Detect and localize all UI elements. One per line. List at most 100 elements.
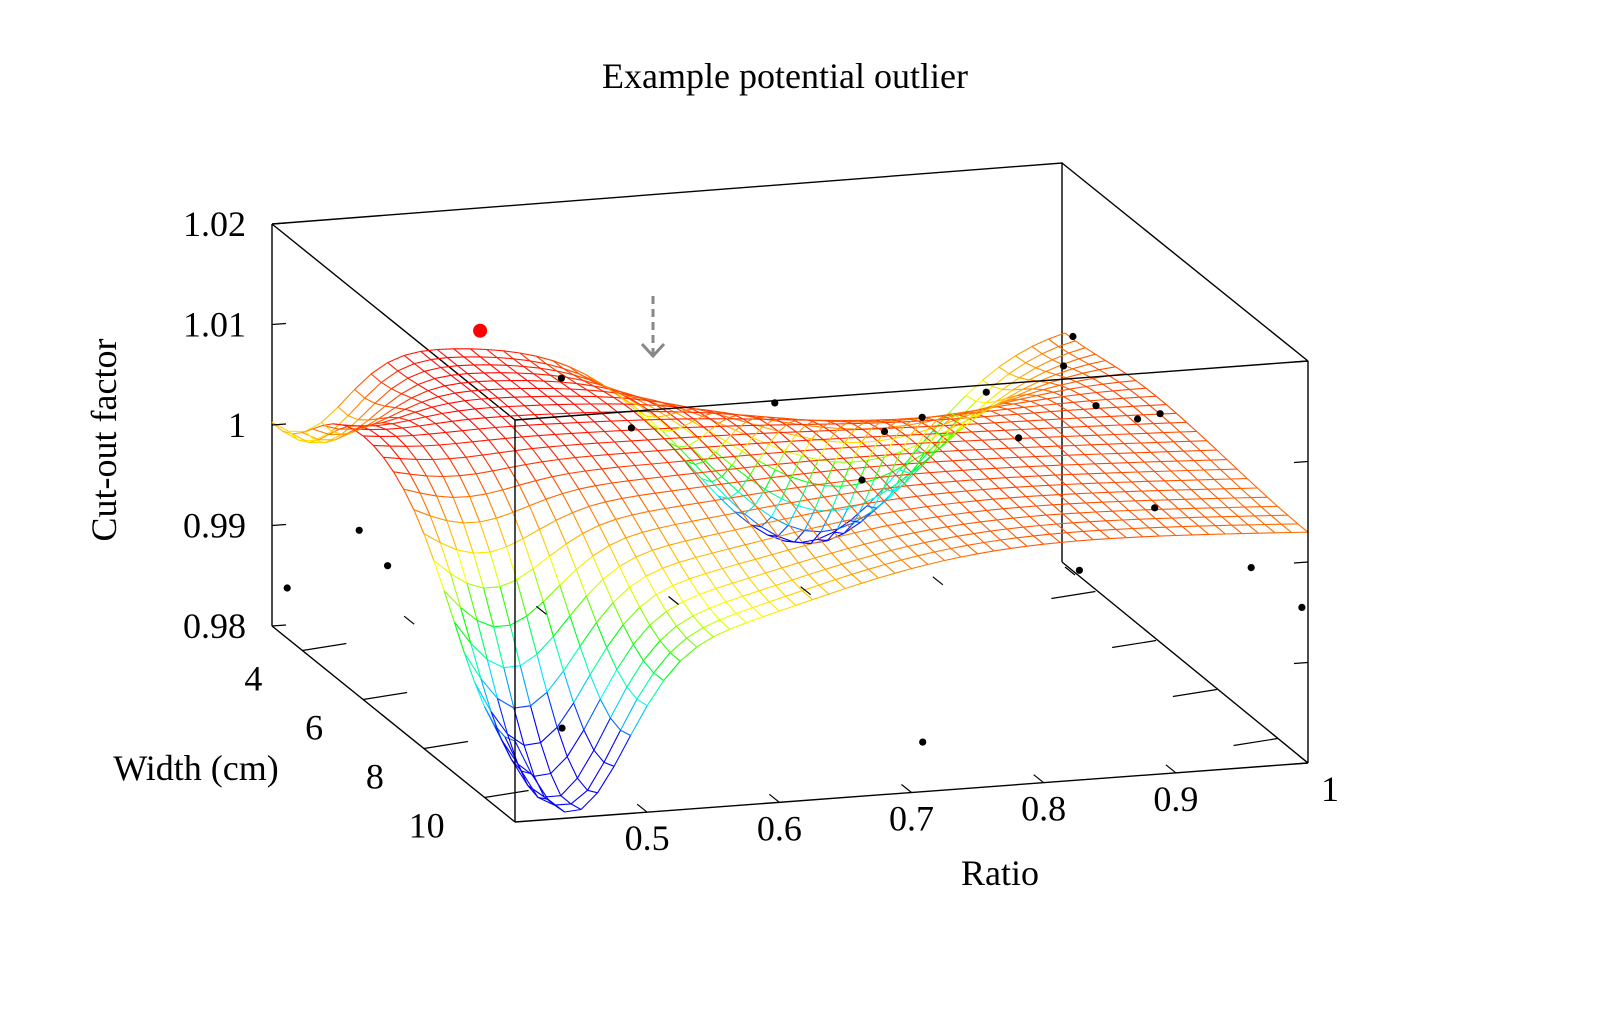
surface-line bbox=[1028, 465, 1046, 468]
surface-line bbox=[626, 660, 644, 688]
surface-line bbox=[767, 534, 778, 537]
surface-line bbox=[1071, 473, 1083, 485]
surface-line bbox=[673, 449, 685, 462]
y-tick-label: 10 bbox=[409, 806, 445, 846]
surface-line bbox=[459, 475, 471, 497]
surface-line bbox=[898, 418, 909, 421]
surface-line bbox=[522, 528, 540, 540]
x-axis-label: Ratio bbox=[961, 853, 1039, 893]
surface-line bbox=[575, 455, 592, 459]
surface-line bbox=[745, 540, 762, 546]
surface-line bbox=[379, 436, 391, 447]
surface-line bbox=[1109, 537, 1127, 540]
surface-line bbox=[1034, 456, 1046, 467]
surface-line bbox=[767, 451, 784, 455]
surface-line bbox=[1075, 381, 1087, 387]
surface-line bbox=[714, 500, 726, 516]
surface-line bbox=[692, 415, 703, 422]
surface-line bbox=[1109, 415, 1121, 426]
surface-line bbox=[1045, 363, 1063, 373]
surface-line bbox=[555, 520, 567, 545]
surface-line bbox=[702, 619, 720, 629]
surface-line bbox=[383, 456, 400, 460]
surface-line bbox=[883, 488, 894, 493]
surface-line bbox=[430, 359, 442, 368]
surface-line bbox=[1115, 366, 1127, 374]
surface-line bbox=[1122, 518, 1140, 521]
surface-line bbox=[747, 494, 759, 510]
surface-line bbox=[1141, 490, 1153, 501]
surface-line bbox=[1102, 500, 1119, 503]
surface-line bbox=[704, 451, 716, 462]
surface-line bbox=[1136, 423, 1148, 434]
surface-line bbox=[435, 420, 453, 425]
surface-line bbox=[657, 448, 675, 452]
surface-line bbox=[565, 443, 582, 447]
surface-line bbox=[649, 404, 660, 407]
surface-line bbox=[710, 471, 722, 485]
surface-line bbox=[746, 432, 764, 435]
surface-line bbox=[977, 550, 995, 555]
surface-line bbox=[603, 729, 621, 763]
surface-line bbox=[986, 508, 1004, 511]
surface-line bbox=[826, 528, 838, 542]
surface-line bbox=[412, 433, 430, 437]
surface-line bbox=[785, 590, 803, 597]
surface-line bbox=[606, 624, 624, 648]
data-point bbox=[627, 424, 636, 432]
surface-line bbox=[1088, 359, 1106, 365]
surface-line bbox=[813, 485, 826, 511]
surface-line bbox=[508, 467, 520, 486]
surface-line bbox=[1010, 545, 1028, 549]
surface-line bbox=[1186, 421, 1197, 432]
surface-line bbox=[1134, 451, 1151, 454]
surface-line bbox=[1078, 358, 1090, 365]
surface-line bbox=[734, 511, 745, 515]
surface-line bbox=[758, 444, 770, 462]
surface-line bbox=[702, 627, 714, 638]
surface-line bbox=[381, 381, 392, 390]
data-point bbox=[919, 738, 927, 746]
surface-line bbox=[738, 563, 750, 579]
surface-line bbox=[758, 584, 776, 592]
surface-line bbox=[942, 451, 953, 462]
surface-line bbox=[721, 476, 739, 493]
surface-line bbox=[984, 416, 995, 424]
surface-line bbox=[1016, 394, 1027, 397]
surface-line bbox=[1051, 359, 1063, 365]
surface-line bbox=[949, 395, 967, 413]
surface-line bbox=[744, 465, 761, 469]
surface-line bbox=[589, 674, 601, 700]
surface-line bbox=[446, 520, 458, 550]
surface-line bbox=[728, 548, 740, 565]
surface-line bbox=[918, 419, 936, 422]
surface-line bbox=[744, 504, 756, 515]
surface-line bbox=[1281, 523, 1292, 533]
surface-line bbox=[1027, 420, 1039, 430]
surface-line bbox=[1066, 409, 1078, 419]
surface-line bbox=[1081, 482, 1099, 485]
surface-line bbox=[1058, 346, 1069, 354]
surface-line bbox=[378, 407, 396, 420]
surface-line bbox=[1051, 352, 1069, 361]
surface-line bbox=[905, 434, 917, 444]
surface-line bbox=[558, 457, 576, 461]
surface-line bbox=[1247, 524, 1259, 534]
surface-line bbox=[1137, 471, 1149, 482]
surface-line bbox=[663, 438, 675, 450]
surface-line bbox=[560, 381, 577, 385]
surface-line bbox=[844, 428, 856, 443]
surface-line bbox=[996, 517, 1014, 521]
surface-line bbox=[1105, 519, 1123, 522]
surface-line bbox=[743, 467, 755, 481]
surface-line bbox=[312, 424, 323, 430]
surface-line bbox=[892, 454, 904, 465]
surface-line bbox=[955, 431, 972, 434]
surface-line bbox=[552, 636, 565, 672]
surface-line bbox=[1127, 462, 1139, 473]
surface-line bbox=[575, 569, 587, 597]
surface-line bbox=[335, 433, 346, 441]
surface-line bbox=[950, 548, 962, 558]
surface-line bbox=[860, 514, 878, 519]
surface-line bbox=[524, 405, 536, 416]
